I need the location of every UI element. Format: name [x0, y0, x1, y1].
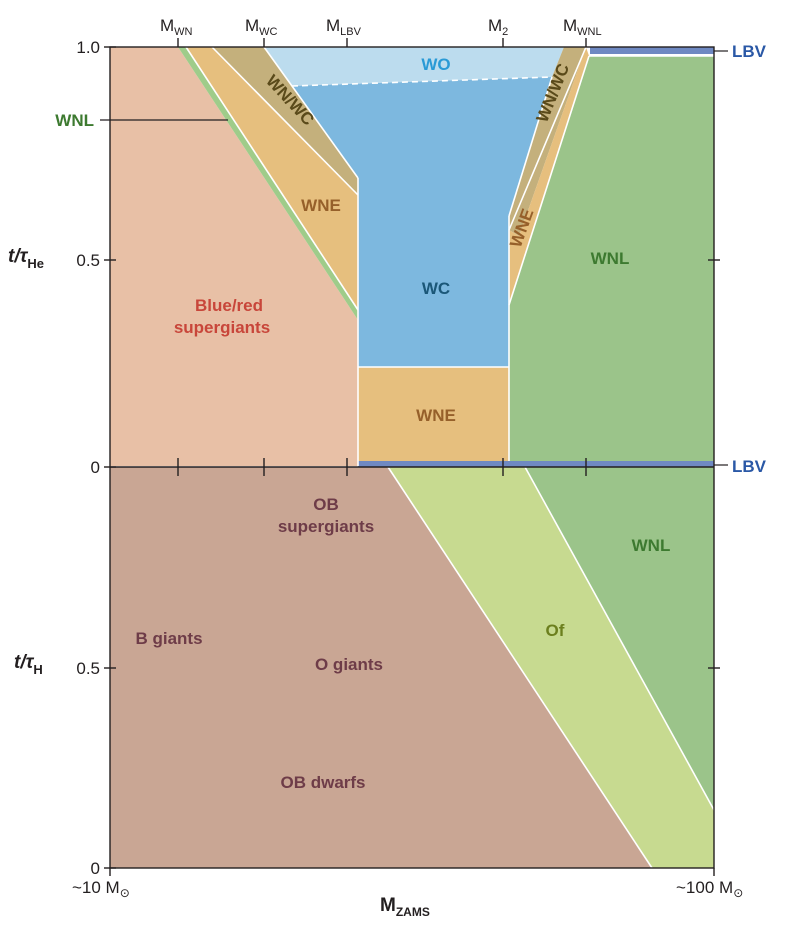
label-of: Of — [546, 621, 565, 640]
marker-m-wnl: MWNL — [563, 16, 602, 38]
marker-m-2: M2 — [488, 16, 508, 38]
region-of — [388, 467, 714, 868]
label-o-giants: O giants — [315, 655, 383, 674]
label-b-giants: B giants — [135, 629, 202, 648]
label-ob-supergiants: OB — [313, 495, 339, 514]
label-blue-red-sg-2: supergiants — [174, 318, 270, 337]
region-lbv-mid — [358, 461, 714, 467]
upper-panel — [110, 46, 714, 467]
ytick-upper-1: 1.0 — [76, 38, 100, 57]
label-lbv-mid: LBV — [732, 457, 767, 476]
region-wnl-upper — [509, 56, 714, 461]
callout-lines — [100, 50, 728, 466]
plot-frame — [109, 46, 715, 869]
x-axis-title: MZAMS — [380, 895, 430, 919]
region-lbv-top — [590, 47, 714, 54]
label-wnl-upper: WNL — [591, 249, 630, 268]
ytick-upper-0-5: 0.5 — [76, 251, 100, 270]
marker-m-wn: MWN — [160, 16, 193, 38]
x-right-end: ~100 M⊙ — [676, 878, 743, 900]
y-label-helium: t/τHe — [8, 246, 44, 271]
label-ob-supergiants-2: supergiants — [278, 517, 374, 536]
y-axis-labels: 1.0 0.5 0 0.5 0 t/τHe t/τH — [8, 38, 100, 878]
ytick-lower-0: 0 — [91, 859, 100, 878]
label-wne-left: WNE — [301, 196, 341, 215]
label-wo: WO — [421, 55, 450, 74]
label-wnl-lower: WNL — [632, 536, 671, 555]
region-wc — [292, 77, 552, 367]
label-wnl-callout: WNL — [55, 111, 94, 130]
region-blue-red-supergiants — [110, 47, 358, 466]
top-markers: MWN MWC MLBV M2 MWNL — [160, 16, 602, 38]
marker-m-wc: MWC — [245, 16, 278, 38]
ytick-lower-0-5: 0.5 — [76, 659, 100, 678]
ytick-upper-0: 0 — [91, 458, 100, 477]
region-ob-stars — [110, 467, 652, 868]
x-left-end: ~10 M⊙ — [72, 878, 130, 900]
lower-panel — [110, 466, 715, 869]
label-wc: WC — [422, 279, 450, 298]
label-ob-dwarfs: OB dwarfs — [280, 773, 365, 792]
region-wne-center — [358, 367, 509, 461]
region-wo — [264, 47, 564, 86]
upper-boundaries — [185, 46, 714, 466]
label-wne-center: WNE — [416, 406, 456, 425]
label-lbv-top: LBV — [732, 42, 767, 61]
region-wnl-strip — [178, 47, 358, 320]
lower-boundaries — [387, 466, 715, 869]
axes — [104, 38, 720, 876]
x-axis-labels: ~10 M⊙ ~100 M⊙ MZAMS — [72, 878, 743, 919]
y-label-hydrogen: t/τH — [14, 652, 43, 677]
label-blue-red-sg: Blue/red — [195, 296, 263, 315]
marker-m-lbv: MLBV — [326, 16, 362, 38]
